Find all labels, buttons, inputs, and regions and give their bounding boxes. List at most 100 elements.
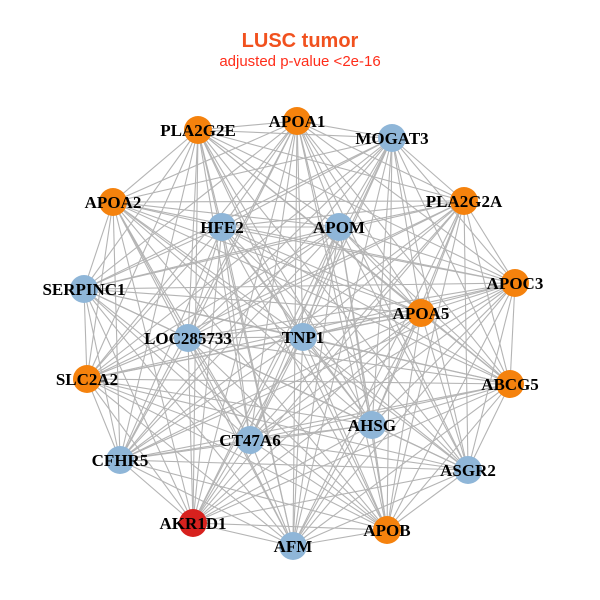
edge-APOA1-AKR1D1 [192, 120, 298, 524]
edge-HFE2-CFHR5 [119, 226, 223, 461]
edge-SLC2A2-AHSG [86, 378, 373, 426]
edge-APOA5-AHSG [371, 312, 422, 426]
node-label-ASGR2: ASGR2 [440, 461, 496, 480]
node-label-APOA5: APOA5 [393, 304, 450, 323]
node-APOC3 [501, 269, 529, 297]
edge-APOA2-TNP1 [112, 201, 304, 338]
edge-ASGR2-AKR1D1 [192, 469, 469, 524]
node-label-APOB: APOB [363, 521, 410, 540]
nodes-layer [70, 107, 529, 560]
edge-TNP1-CFHR5 [119, 336, 304, 461]
edge-APOA5-CT47A6 [249, 312, 422, 441]
edge-PLA2G2E-TNP1 [197, 129, 304, 338]
edge-HFE2-SLC2A2 [86, 226, 223, 380]
edge-APOM-AFM [292, 226, 340, 547]
node-TNP1 [289, 323, 317, 351]
node-label-SERPINC1: SERPINC1 [42, 280, 125, 299]
edge-APOB-AFM [292, 529, 388, 547]
edge-SERPINC1-APOA5 [83, 288, 422, 314]
edge-APOA2-CT47A6 [112, 201, 251, 441]
edge-AKR1D1-APOB [192, 522, 388, 531]
edge-APOM-TNP1 [302, 226, 340, 338]
edge-TNP1-SLC2A2 [86, 336, 304, 380]
edge-APOM-APOB [338, 226, 388, 531]
edge-MOGAT3-SERPINC1 [83, 137, 393, 290]
edges-layer [83, 120, 516, 547]
edge-SLC2A2-CT47A6 [86, 378, 251, 441]
edge-SERPINC1-APOB [83, 288, 388, 531]
edge-APOA1-APOC3 [296, 120, 516, 284]
edge-HFE2-SERPINC1 [83, 226, 223, 290]
edge-APOA5-AKR1D1 [192, 312, 422, 524]
node-label-APOC3: APOC3 [487, 274, 544, 293]
edge-AHSG-AFM [292, 424, 373, 547]
labels-layer: APOA1 PLA2G2E MOGAT3 APOA2 HFE2 APOM PLA2G2A SE… [42, 112, 543, 556]
edge-SLC2A2-APOB [86, 378, 388, 531]
edge-MOGAT3-AHSG [371, 137, 393, 426]
edge-PLA2G2E-ABCG5 [197, 129, 511, 385]
edge-APOA5-CFHR5 [119, 312, 422, 461]
node-label-AKR1D1: AKR1D1 [159, 514, 226, 533]
edge-CFHR5-AKR1D1 [119, 459, 194, 524]
edge-MOGAT3-CT47A6 [249, 137, 393, 441]
edge-APOC3-AHSG [371, 282, 516, 426]
edge-AHSG-APOB [371, 424, 388, 531]
node-label-PLA2G2A: PLA2G2A [426, 192, 503, 211]
node-SLC2A2 [73, 365, 101, 393]
edge-APOC3-APOA5 [420, 282, 516, 314]
edge-TNP1-AHSG [302, 336, 373, 426]
edge-APOA1-PLA2G2E [197, 120, 298, 131]
edge-APOA1-HFE2 [221, 120, 298, 228]
edge-APOA1-SERPINC1 [83, 120, 298, 290]
edge-APOA2-SERPINC1 [83, 201, 114, 290]
edge-MOGAT3-AFM [292, 137, 393, 547]
edge-APOA1-APOA5 [296, 120, 422, 314]
edge-ABCG5-ASGR2 [467, 383, 511, 471]
edge-HFE2-AFM [221, 226, 294, 547]
node-LOC285733 [174, 324, 202, 352]
edge-MOGAT3-HFE2 [221, 137, 393, 228]
node-label-AFM: AFM [274, 537, 313, 556]
edge-ABCG5-APOB [386, 383, 511, 531]
node-CFHR5 [106, 446, 134, 474]
edge-ABCG5-CT47A6 [249, 383, 511, 441]
edge-APOA2-AFM [112, 201, 294, 547]
edge-SLC2A2-ASGR2 [86, 378, 469, 471]
edge-PLA2G2A-APOC3 [463, 200, 516, 284]
edge-HFE2-ABCG5 [221, 226, 511, 385]
node-label-TNP1: TNP1 [282, 328, 325, 347]
edge-APOA5-AFM [292, 312, 422, 547]
node-AHSG [358, 411, 386, 439]
edge-APOM-APOA5 [338, 226, 422, 314]
edge-ABCG5-AHSG [371, 383, 511, 426]
edge-LOC285733-SLC2A2 [86, 337, 189, 380]
edge-SERPINC1-CFHR5 [83, 288, 121, 461]
edge-MOGAT3-APOA2 [112, 137, 393, 203]
node-label-ABCG5: ABCG5 [481, 375, 539, 394]
edge-MOGAT3-ABCG5 [391, 137, 511, 385]
edge-AHSG-ASGR2 [371, 424, 469, 471]
edge-APOM-APOC3 [338, 226, 516, 284]
node-label-LOC285733: LOC285733 [144, 329, 232, 348]
edge-APOC3-ABCG5 [509, 282, 516, 385]
edge-MOGAT3-PLA2G2A [391, 137, 465, 202]
edge-APOC3-CT47A6 [249, 282, 516, 441]
edge-PLA2G2A-AKR1D1 [192, 200, 465, 524]
edge-PLA2G2A-SERPINC1 [83, 200, 465, 290]
node-APOA5 [407, 299, 435, 327]
node-label-AHSG: AHSG [348, 416, 396, 435]
node-APOM [325, 213, 353, 241]
edge-PLA2G2E-SERPINC1 [83, 129, 199, 290]
edge-SLC2A2-AKR1D1 [86, 378, 194, 524]
edge-SLC2A2-CFHR5 [86, 378, 121, 461]
edge-SERPINC1-CT47A6 [83, 288, 251, 441]
node-HFE2 [208, 213, 236, 241]
edge-HFE2-ASGR2 [221, 226, 469, 471]
node-AKR1D1 [179, 509, 207, 537]
node-APOA2 [99, 188, 127, 216]
edge-PLA2G2E-APOM [197, 129, 340, 228]
edge-LOC285733-ABCG5 [187, 337, 511, 385]
edge-PLA2G2E-CT47A6 [197, 129, 251, 441]
edge-PLA2G2A-ASGR2 [463, 200, 469, 471]
